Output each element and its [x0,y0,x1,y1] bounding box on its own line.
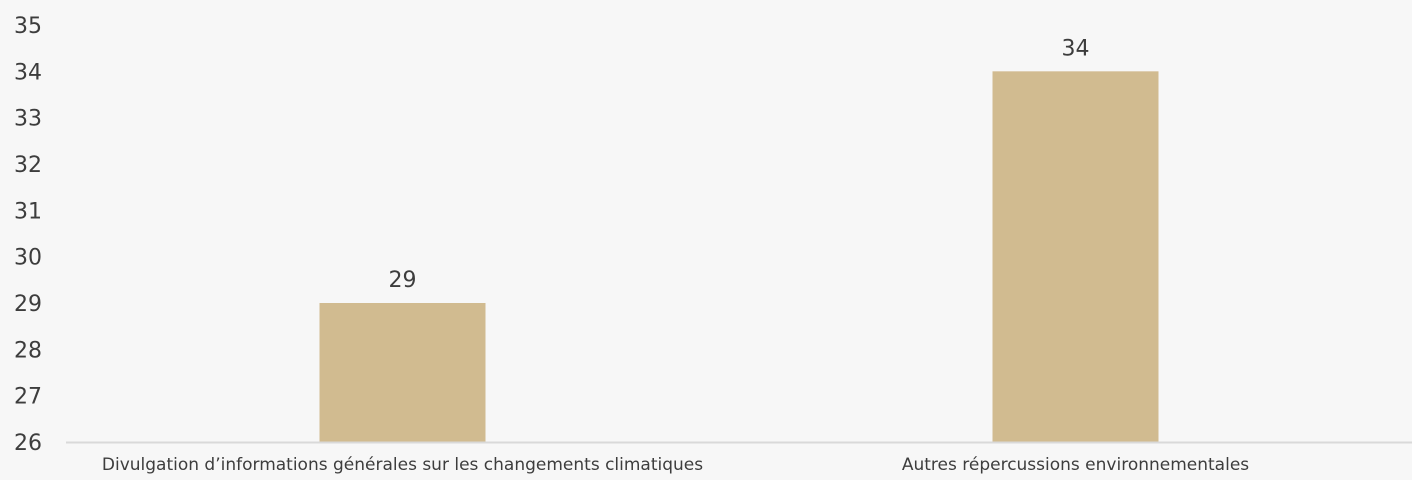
bars [319,71,1159,442]
y-tick-label: 26 [14,431,42,456]
data-label: 29 [389,268,417,293]
y-tick-label: 28 [14,338,42,363]
x-axis: Divulgation d’informations générales sur… [102,455,1249,475]
bar [319,303,486,442]
x-category-label: Divulgation d’informations générales sur… [102,455,703,475]
bar [992,71,1159,442]
data-labels: 29 34 [389,36,1090,293]
y-tick-label: 35 [14,14,42,39]
y-tick-label: 30 [14,246,42,271]
data-label: 34 [1062,36,1090,61]
y-tick-label: 32 [14,153,42,178]
y-tick-label: 27 [14,385,42,410]
y-tick-label: 31 [14,199,42,224]
x-category-label: Autres répercussions environnementales [902,455,1249,475]
y-tick-label: 33 [14,107,42,132]
y-tick-label: 29 [14,292,42,317]
y-axis: 26 27 28 29 30 31 32 33 34 35 [14,14,42,456]
y-tick-label: 34 [14,60,42,85]
